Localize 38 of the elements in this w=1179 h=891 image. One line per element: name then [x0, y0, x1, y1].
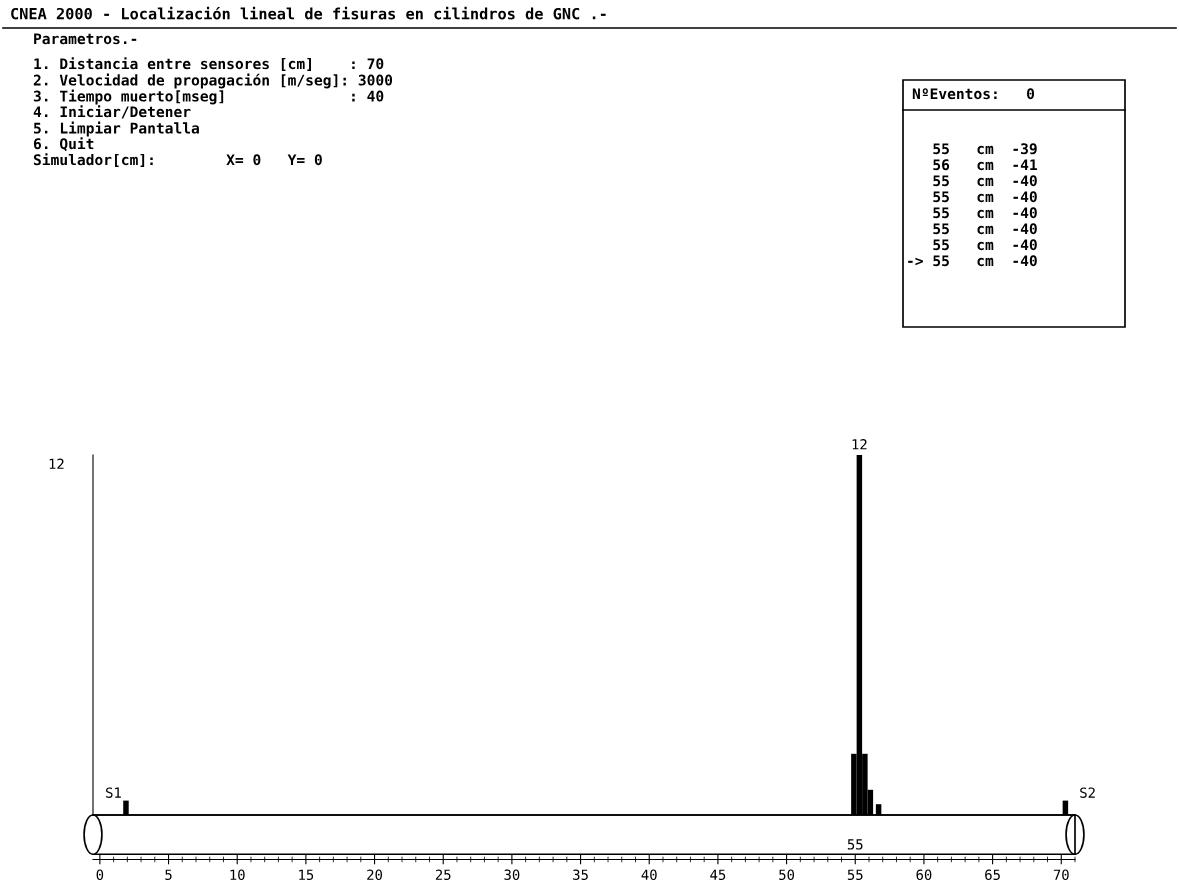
text: Parametros.- — [34, 33, 137, 45]
x-tick-label: 65 — [985, 869, 1000, 880]
text: NºEventos: 0 — [912, 88, 1035, 100]
text: 2. Velocidad de propagación [m/seg]: 3000 — [33, 73, 393, 89]
x-tick-label: 40 — [641, 869, 657, 880]
text: 4. Iniciar/Detener — [33, 105, 191, 119]
text: 55 cm -39 — [933, 143, 1037, 155]
annotation: S1 — [106, 787, 121, 798]
x-tick-label: 45 — [710, 869, 726, 880]
chart-title: CNEA 2000 - Localización lineal de fisuras en cilindros de GNC .- — [11, 6, 606, 20]
text: 55 cm -40 — [933, 175, 1037, 187]
text: 55 cm -40 — [933, 223, 1037, 235]
x-tick-label: 35 — [573, 869, 588, 880]
text: 6. Quit — [33, 137, 94, 152]
text: -> 55 cm -40 — [908, 255, 1037, 267]
text: 12 — [49, 458, 64, 469]
x-tick-label: 50 — [779, 869, 795, 880]
text: Simulador[cm]: X= 0 Y= 0 — [33, 153, 322, 167]
text: 1. Distancia entre sensores [cm] : 70 — [34, 57, 384, 71]
x-tick-label: 15 — [299, 869, 314, 880]
annotation: S2 — [1080, 787, 1095, 798]
x-tick-label: 10 — [230, 869, 245, 880]
text: 55 cm -40 — [933, 191, 1037, 203]
x-tick-label: 25 — [435, 869, 451, 880]
text: 5. Limpiar Pantalla — [34, 121, 199, 137]
x-tick-label: 70 — [1053, 869, 1069, 880]
x-tick-label: 55 — [847, 869, 863, 880]
text: 56 cm -41 — [933, 159, 1037, 171]
annotation: 55 — [847, 839, 863, 850]
text: 3. Tiempo muerto[mseg] : 40 — [33, 89, 384, 105]
x-tick-label: 0 — [96, 869, 104, 880]
x-tick-label: 60 — [916, 869, 932, 880]
x-tick-label: 20 — [367, 869, 383, 880]
x-tick-label: 30 — [504, 869, 520, 880]
annotation: 12 — [852, 439, 867, 450]
x-tick-label: 5 — [165, 869, 172, 880]
text: 55 cm -40 — [933, 207, 1037, 219]
text: 55 cm -40 — [933, 239, 1037, 251]
